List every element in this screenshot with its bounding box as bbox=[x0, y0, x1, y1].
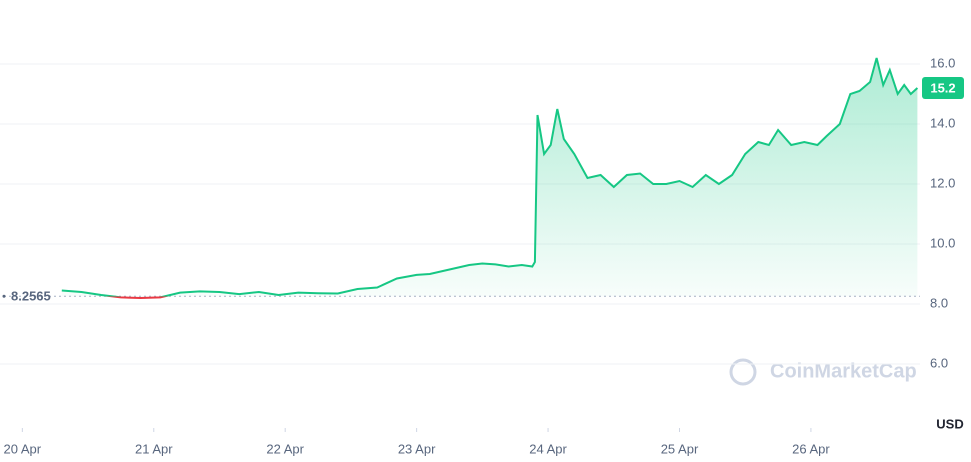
watermark-logo bbox=[729, 358, 757, 386]
x-tick-label: 25 Apr bbox=[661, 441, 699, 456]
watermark: CoinMarketCap bbox=[770, 360, 917, 382]
x-tick-label: 21 Apr bbox=[135, 441, 173, 456]
price-line bbox=[61, 57, 919, 300]
price-tag bbox=[922, 77, 964, 99]
x-tick-label: 22 Apr bbox=[266, 441, 304, 456]
area bbox=[61, 58, 918, 298]
y-tick-label: 14.0 bbox=[930, 115, 955, 130]
y-tick-label: 12.0 bbox=[930, 175, 955, 190]
x-tick-label: 26 Apr bbox=[792, 441, 830, 456]
reference-label: 8.2565 bbox=[11, 289, 51, 304]
reference-dot bbox=[2, 294, 6, 298]
y-tick-label: 8.0 bbox=[930, 295, 948, 310]
x-tick-label: 23 Apr bbox=[398, 441, 436, 456]
y-tick-label: 10.0 bbox=[930, 235, 955, 250]
x-tick-label: 24 Apr bbox=[529, 441, 567, 456]
y-tick-label: 16.0 bbox=[930, 55, 955, 70]
price-tag-label: 15.2 bbox=[930, 80, 955, 95]
y-tick-label: 6.0 bbox=[930, 355, 948, 370]
x-tick-label: 20 Apr bbox=[4, 441, 42, 456]
y-unit: USD bbox=[936, 416, 963, 431]
